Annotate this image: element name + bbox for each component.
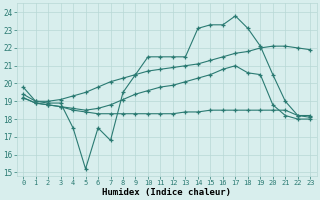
X-axis label: Humidex (Indice chaleur): Humidex (Indice chaleur) (102, 188, 231, 197)
